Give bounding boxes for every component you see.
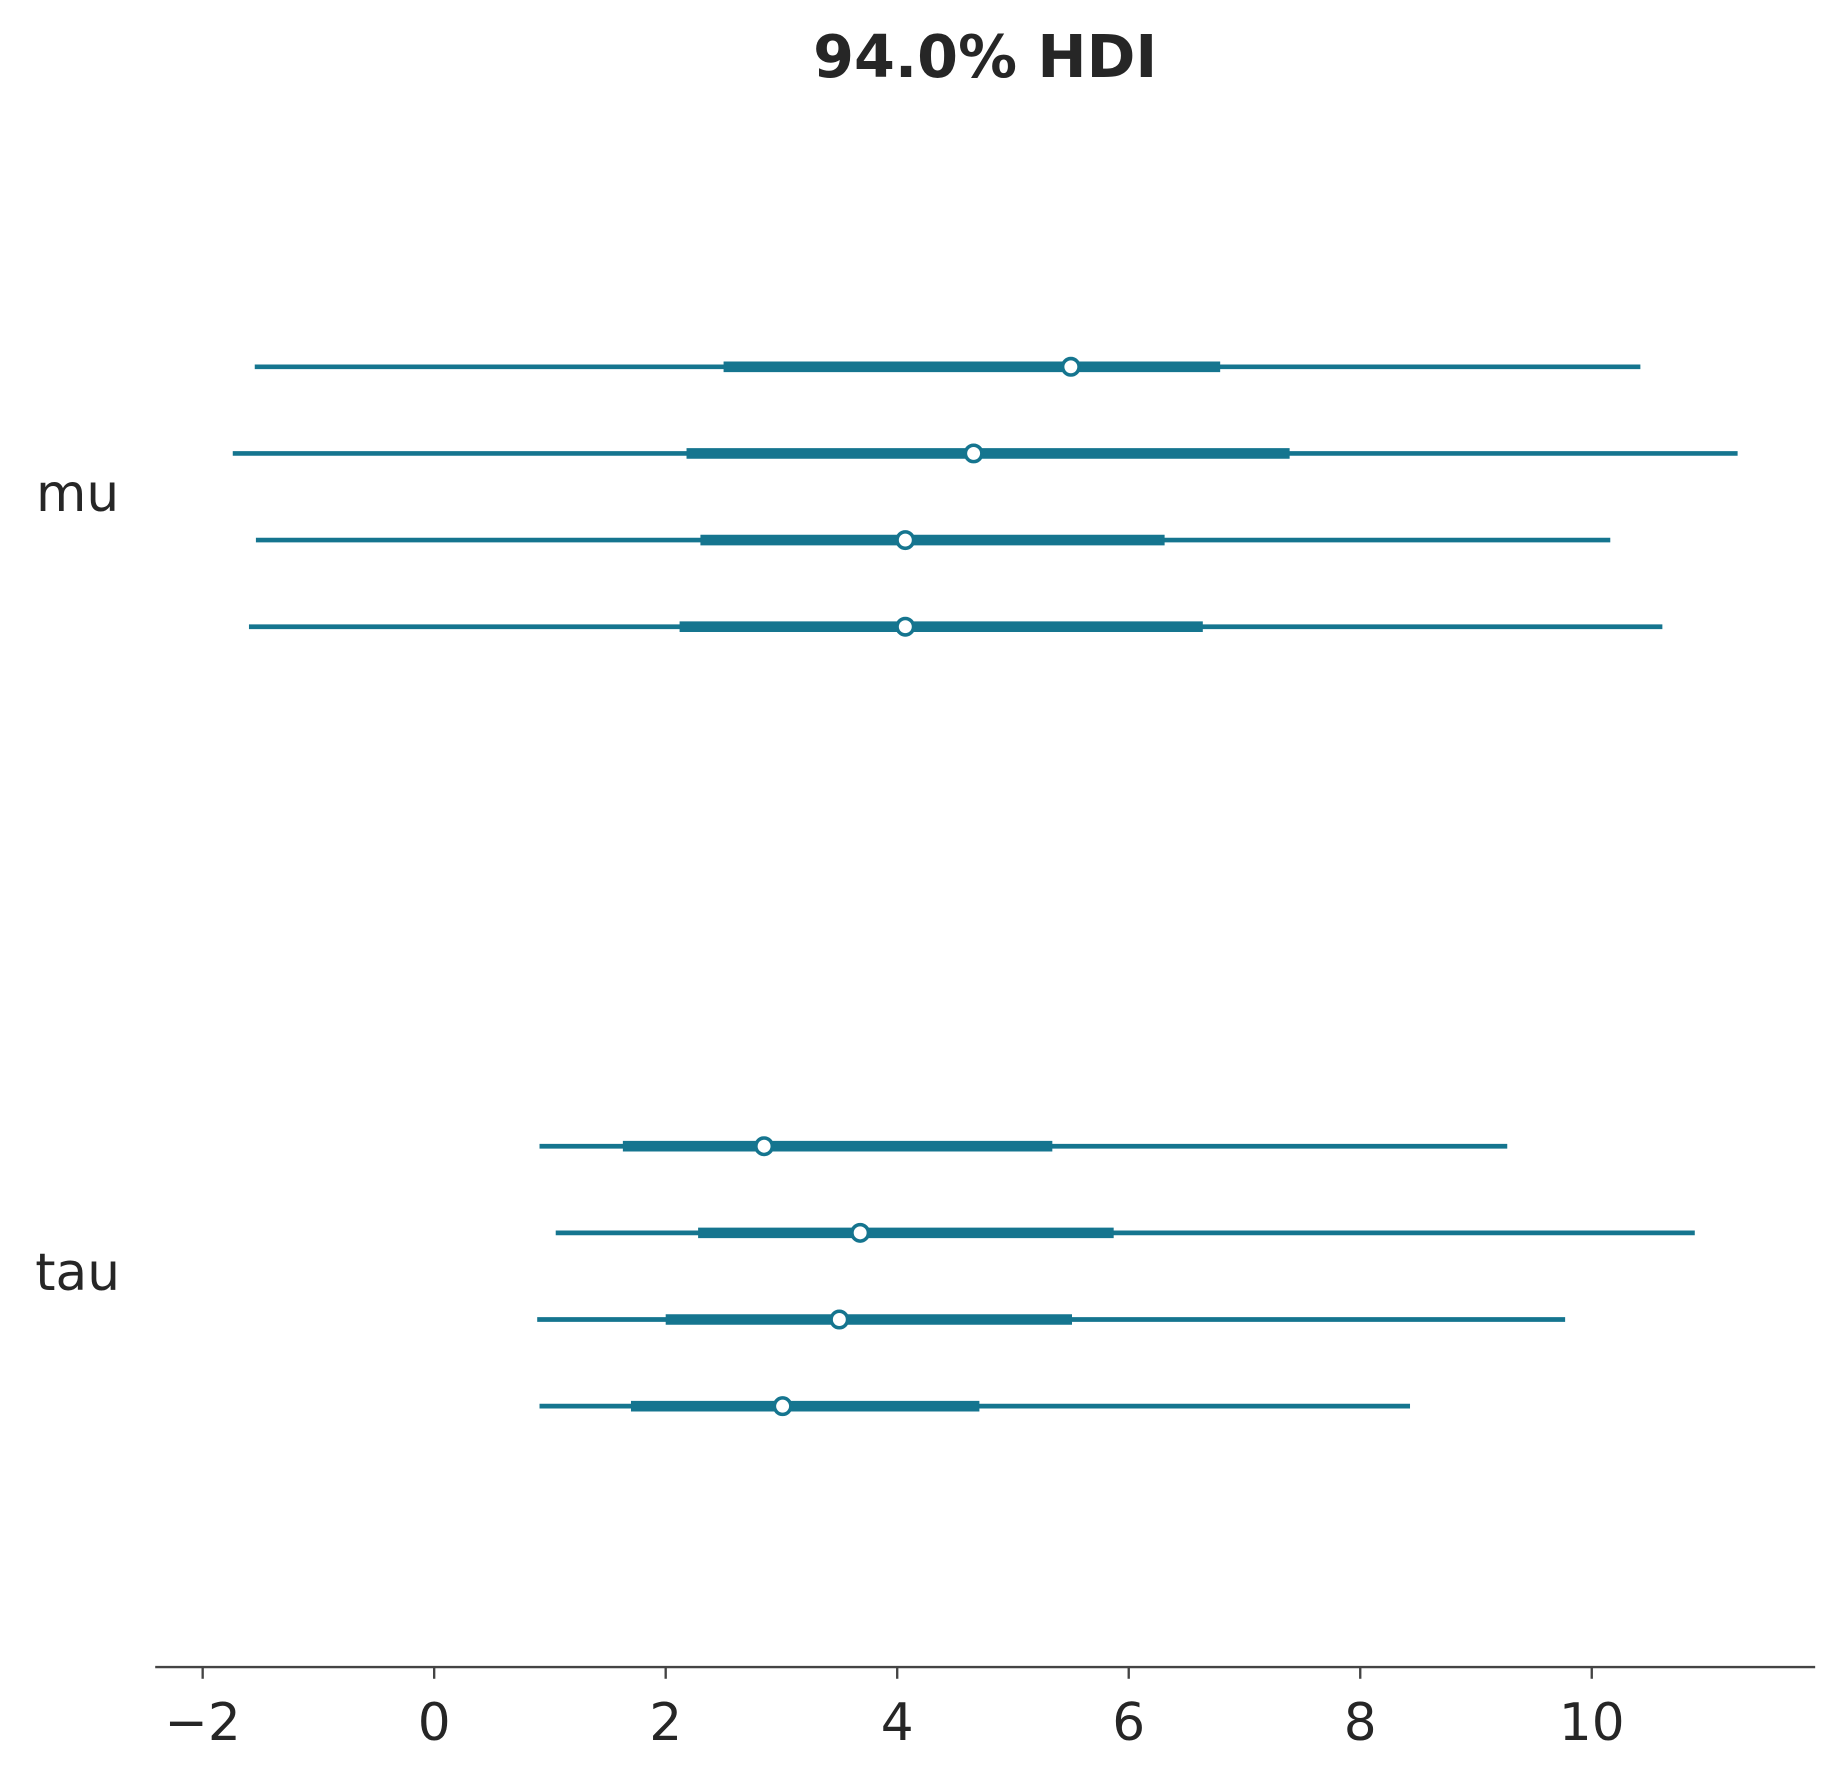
chart-title: 94.0% HDI (813, 22, 1157, 91)
x-tick-label: −2 (165, 1693, 241, 1753)
median-point (829, 1309, 850, 1330)
median-point (963, 443, 984, 464)
x-tick-label: 2 (649, 1693, 682, 1753)
x-tick-label: 0 (418, 1693, 451, 1753)
median-point (754, 1136, 775, 1157)
median-point (895, 616, 916, 637)
y-label: tau (35, 1243, 120, 1303)
median-point (895, 530, 916, 551)
median-point (850, 1222, 871, 1243)
median-point (1060, 356, 1081, 377)
x-tick-label: 4 (881, 1693, 914, 1753)
x-tick-label: 6 (1112, 1693, 1145, 1753)
y-label: mu (36, 464, 119, 524)
median-point (772, 1396, 793, 1417)
x-tick-label: 8 (1344, 1693, 1377, 1753)
x-tick-label: 10 (1559, 1693, 1625, 1753)
